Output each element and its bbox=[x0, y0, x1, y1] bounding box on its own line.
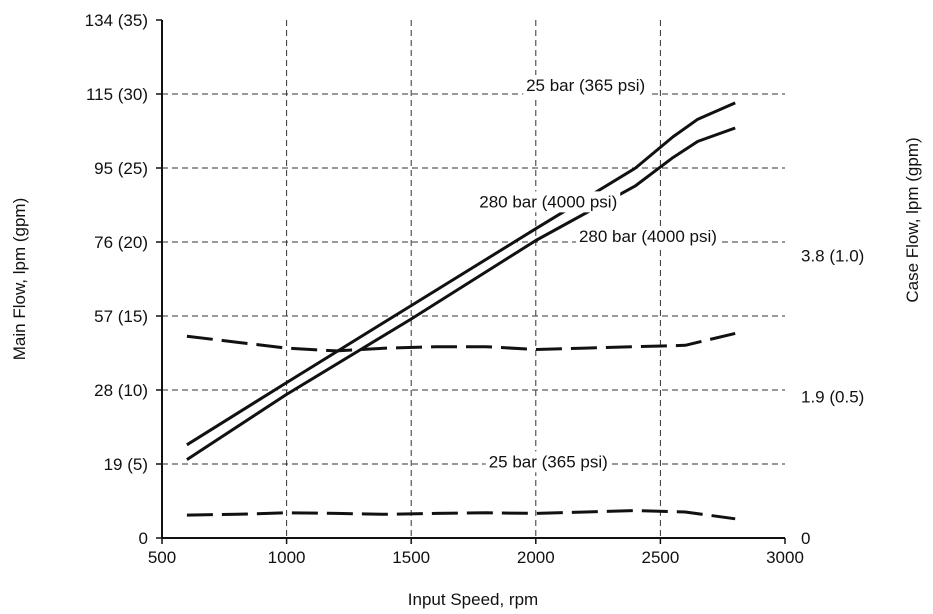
series-line bbox=[186, 509, 736, 521]
x-axis-title: Input Speed, rpm bbox=[408, 590, 538, 609]
x-tick-label: 1000 bbox=[268, 548, 306, 567]
annotation-background bbox=[476, 191, 621, 213]
annotation-background bbox=[575, 226, 720, 247]
y-tick-label-left: 57 (15) bbox=[94, 307, 148, 326]
x-tick-label: 1500 bbox=[392, 548, 430, 567]
y-tick-label-left: 115 (30) bbox=[86, 85, 148, 104]
y-axis-title-right: Case Flow, lpm (gpm) bbox=[903, 137, 922, 302]
y-tick-label-left: 95 (25) bbox=[94, 159, 148, 178]
plot-frame bbox=[156, 19, 786, 544]
annotation-label: 25 bar (365 psi) bbox=[489, 452, 608, 471]
x-tick-label: 500 bbox=[148, 548, 176, 567]
series-lines bbox=[186, 101, 736, 521]
y-tick-label-left: 28 (10) bbox=[94, 381, 148, 400]
y-axis-title-left: Main Flow, lpm (gpm) bbox=[10, 198, 29, 360]
annotations: 25 bar (365 psi) 280 bar (4000 psi) 280 ba… bbox=[476, 75, 720, 473]
y-tick-label-left: 0 bbox=[139, 529, 148, 548]
annotation-background bbox=[523, 75, 649, 97]
annotation-label: 280 bar (4000 psi) bbox=[579, 227, 717, 246]
series-line bbox=[186, 331, 736, 353]
x-tick-label: 2000 bbox=[517, 548, 555, 567]
y-tick-label-left: 76 (20) bbox=[94, 233, 148, 252]
y-tick-label-right: 1.9 (0.5) bbox=[801, 388, 864, 407]
x-tick-label: 3000 bbox=[766, 548, 804, 567]
y-tick-label-left: 19 (5) bbox=[104, 455, 148, 474]
series-line bbox=[186, 126, 736, 461]
annotation-background bbox=[485, 451, 611, 473]
x-tick-label: 2500 bbox=[641, 548, 679, 567]
series-line bbox=[186, 101, 736, 447]
annotation-label: 25 bar (365 psi) bbox=[526, 76, 645, 95]
y-tick-label-right: 0 bbox=[801, 529, 810, 548]
y-tick-label-left: 134 (35) bbox=[85, 11, 148, 30]
annotation-label: 280 bar (4000 psi) bbox=[479, 192, 617, 211]
y-tick-label-right: 3.8 (1.0) bbox=[801, 246, 864, 265]
